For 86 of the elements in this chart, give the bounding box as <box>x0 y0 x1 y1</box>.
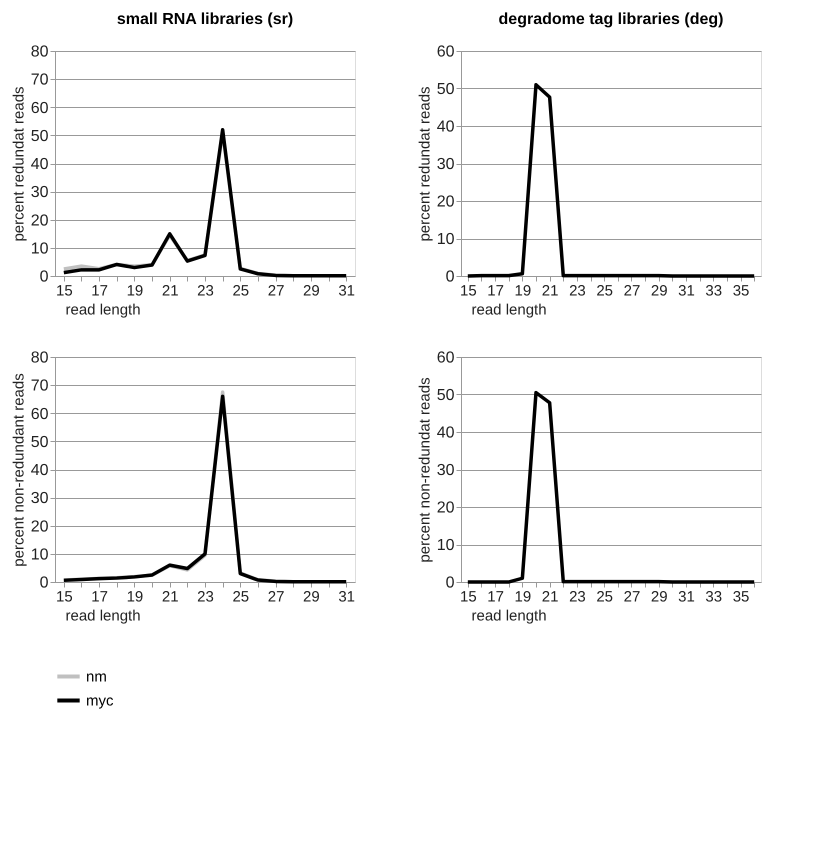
x-tick-label: 21 <box>542 588 558 606</box>
y-tick-label: 40 <box>30 462 49 479</box>
x-tick-label: 15 <box>460 588 477 606</box>
x-tick-label: 29 <box>650 588 668 606</box>
x-tick-label: 19 <box>126 282 144 300</box>
line-series <box>466 390 756 584</box>
x-tick-label: 23 <box>197 588 214 606</box>
y-tick-label: 0 <box>40 574 49 592</box>
x-tick-label: 19 <box>126 588 144 606</box>
x-tick-label: 31 <box>338 588 356 606</box>
x-tick-label: 31 <box>678 282 695 300</box>
x-tick-label: 27 <box>268 282 284 300</box>
x-tick-label: 35 <box>732 282 750 300</box>
x-tick-label: 17 <box>91 588 108 606</box>
x-tick-label: 25 <box>596 282 614 300</box>
y-tick-label: 0 <box>40 268 49 286</box>
x-tick-label: 21 <box>162 282 179 300</box>
x-tick-label: 33 <box>705 282 722 300</box>
y-tick-label: 0 <box>446 574 455 592</box>
y-tick-label: 30 <box>30 490 49 508</box>
y-tick-label: 50 <box>30 128 49 145</box>
x-tick-label: 27 <box>268 588 284 606</box>
x-tick-label: 17 <box>487 588 504 606</box>
x-tick-label: 29 <box>303 588 320 606</box>
x-tick-label: 31 <box>678 588 695 606</box>
y-tick-label: 50 <box>436 387 455 404</box>
x-tick-label: 19 <box>514 282 532 300</box>
x-tick-label: 25 <box>232 282 250 300</box>
y-tick-label: 0 <box>446 268 455 286</box>
x-tick-label: 21 <box>162 588 179 606</box>
y-axis-title: percent non-redundat reads <box>416 377 434 563</box>
y-tick-label: 10 <box>436 537 455 554</box>
y-tick-label: 50 <box>30 434 49 451</box>
y-tick-label: 50 <box>436 81 455 98</box>
y-tick-label: 70 <box>30 72 49 89</box>
x-tick-label: 15 <box>56 588 73 606</box>
legend-label: myc <box>86 692 114 710</box>
y-tick-label: 40 <box>436 118 455 136</box>
x-tick-label: 23 <box>569 282 586 300</box>
x-tick-label: 23 <box>569 588 586 606</box>
y-tick-label: 70 <box>30 378 49 395</box>
y-tick-label: 20 <box>30 212 49 230</box>
y-tick-label: 20 <box>30 518 49 536</box>
x-tick-label: 33 <box>705 588 722 606</box>
x-axis-title: read length <box>472 608 547 624</box>
y-tick-label: 40 <box>436 424 455 442</box>
y-axis-title: percent redundat reads <box>416 86 434 242</box>
x-tick-label: 15 <box>460 282 477 300</box>
x-axis-title: read length <box>66 608 141 624</box>
chart-title: small RNA libraries (sr) <box>116 11 294 28</box>
y-tick-label: 60 <box>30 406 49 423</box>
x-tick-label: 17 <box>91 282 108 300</box>
y-axis-title: percent redundat reads <box>10 86 28 242</box>
y-tick-label: 10 <box>30 546 49 564</box>
y-tick-label: 80 <box>30 44 49 60</box>
x-tick-label: 27 <box>624 588 640 606</box>
x-axis-title: read length <box>472 302 547 318</box>
x-axis-title: read length <box>66 302 141 318</box>
legend-label: nm <box>86 668 107 686</box>
line-series <box>466 83 756 278</box>
y-tick-label: 60 <box>30 100 49 117</box>
y-tick-label: 30 <box>436 156 455 173</box>
y-tick-label: 30 <box>30 184 49 202</box>
x-tick-label: 19 <box>514 588 532 606</box>
x-tick-label: 23 <box>197 282 214 300</box>
chart-title: degradome tag libraries (deg) <box>498 11 724 28</box>
y-tick-label: 30 <box>436 462 455 479</box>
y-tick-label: 80 <box>30 350 49 366</box>
y-axis-title: percent non-redundant reads <box>10 373 28 567</box>
y-tick-label: 10 <box>436 231 455 248</box>
x-tick-label: 29 <box>650 282 668 300</box>
y-tick-label: 20 <box>436 194 455 210</box>
y-tick-label: 20 <box>436 500 455 516</box>
y-tick-label: 60 <box>436 350 455 366</box>
x-tick-label: 29 <box>303 282 320 300</box>
x-tick-label: 27 <box>624 282 640 300</box>
x-tick-label: 31 <box>338 282 356 300</box>
y-tick-label: 60 <box>436 44 455 60</box>
x-tick-label: 15 <box>56 282 73 300</box>
y-tick-label: 40 <box>30 156 49 173</box>
x-tick-label: 21 <box>542 282 558 300</box>
x-tick-label: 25 <box>596 588 614 606</box>
x-tick-label: 25 <box>232 588 250 606</box>
x-tick-label: 35 <box>732 588 750 606</box>
x-tick-label: 17 <box>487 282 504 300</box>
y-tick-label: 10 <box>30 240 49 258</box>
